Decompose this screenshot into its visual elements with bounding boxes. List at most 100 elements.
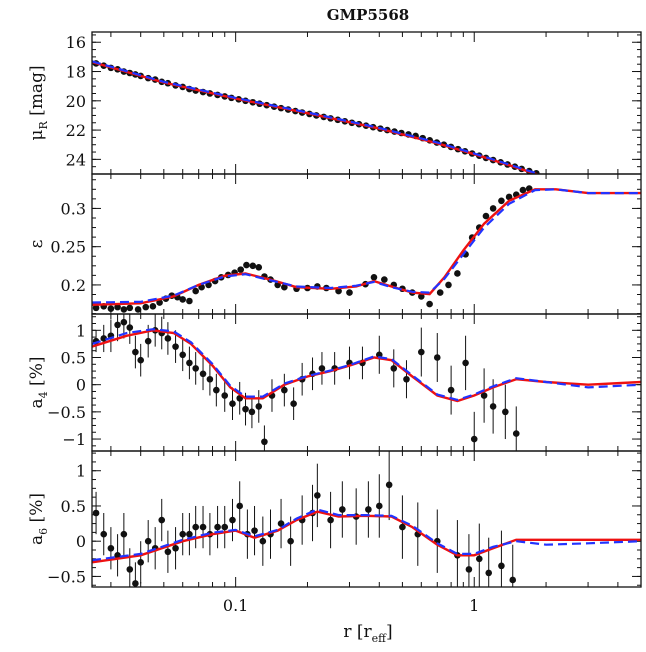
data-point [120, 306, 128, 313]
data-point [277, 520, 285, 527]
panel-a6: −0.5 0 0.5 1 a6 [%] 0.1 1 [27, 450, 642, 615]
x-label-text: r [reff] [343, 622, 392, 645]
data-point [519, 186, 527, 194]
panel-a4: −1 −0.5 0 0.5 1 a4 [%] [27, 313, 642, 452]
y-axis-label-eps: ε [27, 239, 47, 248]
y-tick-label: 1 [76, 462, 86, 481]
data-point [489, 205, 497, 212]
data-point [229, 400, 236, 408]
data-point [186, 359, 193, 367]
model-line-red [92, 188, 641, 306]
data-point [502, 408, 509, 416]
svg-text:a4 [%]: a4 [%] [27, 357, 50, 409]
data-point [149, 303, 157, 310]
data-point [287, 537, 294, 545]
data-point [248, 408, 256, 416]
data-point [237, 266, 245, 273]
y-label-main: ε [27, 239, 47, 248]
data-point [385, 481, 393, 489]
data-point [370, 273, 378, 281]
data-point [390, 365, 398, 372]
y-tick-label: 18 [66, 63, 86, 82]
data-point [172, 544, 179, 552]
data-point [236, 502, 244, 510]
y-axis-label-mu: μR [mag] [27, 65, 50, 140]
data-point [120, 318, 128, 326]
data-point [403, 375, 410, 383]
data-point [375, 502, 383, 510]
y-tick-label: 22 [66, 121, 86, 140]
model-line-red [92, 329, 641, 403]
y-tick-label: −0.5 [47, 567, 86, 586]
data-point [242, 405, 249, 413]
data-point [505, 193, 513, 201]
data-point [339, 506, 346, 513]
panel-frame [91, 450, 642, 588]
model-line-blue [92, 328, 641, 402]
model-line-red [92, 510, 641, 564]
x-tick-label: 1 [469, 596, 479, 615]
data-point [120, 530, 128, 538]
data-point [454, 270, 461, 277]
data-point [365, 506, 372, 513]
data-point [221, 392, 229, 399]
data-point [114, 303, 121, 311]
data-point [498, 197, 505, 205]
data-point [107, 305, 115, 312]
data-point [199, 523, 207, 531]
data-point [418, 348, 425, 356]
data-point [144, 337, 152, 345]
data-point [134, 306, 142, 313]
data-point [164, 335, 172, 342]
data-point [126, 304, 134, 312]
panel-frame [91, 173, 642, 315]
data-point [470, 435, 478, 443]
data-point [259, 537, 267, 545]
data-point [480, 392, 488, 399]
svg-text:μR [mag]: μR [mag] [27, 65, 50, 140]
data-point [482, 212, 490, 220]
data-point [381, 276, 388, 283]
panel-mu: 16 18 20 22 24 μR [mag] [27, 31, 642, 175]
data-point [172, 343, 179, 350]
data-point [436, 289, 444, 296]
data-point [186, 530, 193, 538]
x-axis-label: r [reff] [343, 622, 392, 645]
data-point [186, 297, 193, 305]
data-point [132, 580, 139, 587]
y-tick-label: 0.5 [61, 348, 86, 367]
y-tick-label: 0.5 [61, 497, 86, 516]
data-point [192, 365, 199, 372]
model-line-blue [92, 60, 542, 174]
data-point [314, 492, 321, 499]
data-point [114, 551, 121, 559]
model-line-blue [92, 508, 641, 562]
data-point [290, 400, 297, 408]
y-tick-label: 0 [76, 532, 86, 551]
data-point [509, 576, 517, 584]
y-tick-label: 0.25 [50, 238, 86, 257]
y-label-main: μ [27, 130, 47, 141]
data-point [475, 555, 483, 563]
data-point [192, 523, 199, 531]
chart-title: GMP5568 [327, 6, 409, 24]
svg-text:ε: ε [27, 239, 47, 248]
model-line-red [92, 60, 540, 174]
y-tick-label: −0.5 [47, 403, 86, 422]
data-point [137, 559, 145, 566]
data-point [192, 287, 199, 295]
data-point [447, 386, 455, 394]
data-point [485, 569, 493, 577]
data-point [221, 523, 229, 531]
data-point [114, 321, 121, 329]
data-point [249, 262, 257, 270]
data-point [462, 359, 469, 367]
data-point [206, 375, 214, 383]
y-label-rest: [mag] [27, 65, 47, 121]
data-point [179, 296, 187, 303]
data-point [318, 365, 326, 372]
data-point [281, 386, 288, 394]
data-point [126, 566, 134, 573]
data-point [498, 562, 505, 570]
y-tick-label: 1 [76, 321, 86, 340]
